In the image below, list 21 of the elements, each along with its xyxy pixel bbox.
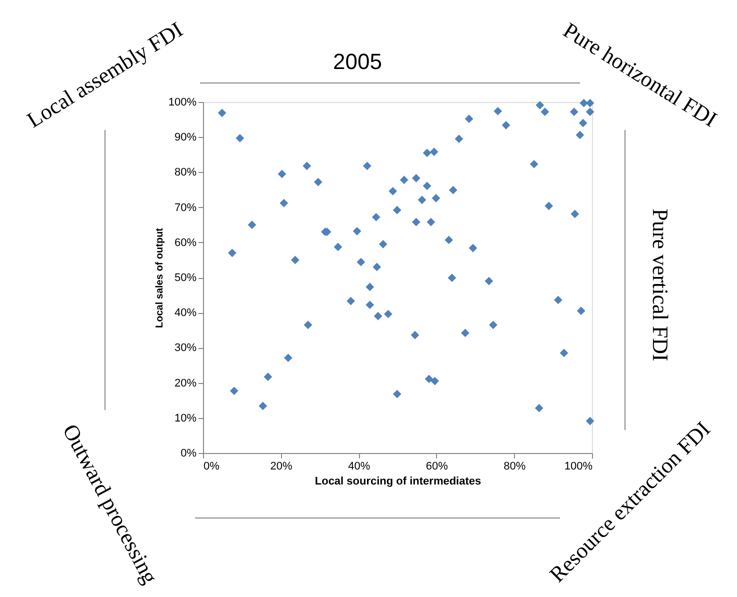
x-tick-label: 60% [426, 460, 448, 472]
y-tick-label: 20% [174, 377, 197, 390]
y-tick-label: 80% [174, 166, 197, 179]
y-tick-label: 100% [168, 96, 197, 108]
text: Pure vertical FDI [648, 208, 673, 362]
x-tick-label: 100% [564, 460, 593, 472]
y-tick-label: 70% [174, 202, 197, 214]
y-tick-label: 10% [174, 412, 197, 424]
y-tick-label: 90% [174, 132, 197, 144]
x-tick-label: 20% [270, 460, 293, 472]
y-axis-title: Local sales of output [154, 227, 166, 328]
y-tick-label: 30% [174, 342, 197, 354]
x-axis-title: Local sourcing of intermediates [314, 476, 482, 488]
y-tick-label: 50% [174, 272, 197, 284]
chart-title: 2005 [333, 49, 382, 74]
x-tick-label: 0% [204, 460, 220, 472]
x-tick-label: 80% [504, 460, 526, 472]
y-tick-label: 0% [180, 448, 197, 460]
y-tick-label: 40% [174, 307, 197, 320]
y-tick-label: 60% [174, 236, 197, 249]
x-tick-label: 40% [348, 460, 370, 472]
